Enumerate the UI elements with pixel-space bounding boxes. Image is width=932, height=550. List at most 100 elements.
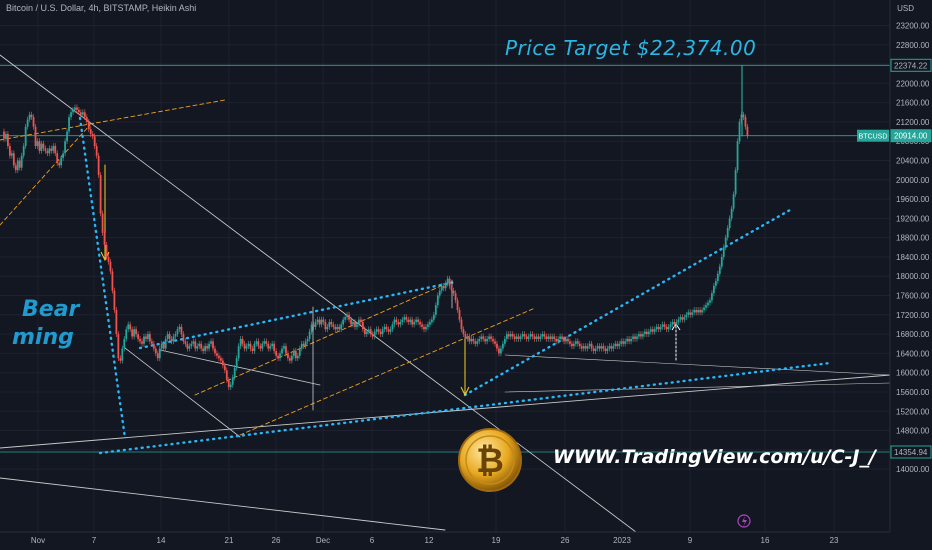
candle-body bbox=[371, 334, 374, 337]
candle-body bbox=[348, 314, 350, 320]
candle-body bbox=[62, 153, 65, 159]
candle-body bbox=[626, 338, 629, 342]
candle-body bbox=[393, 319, 396, 325]
candle-body bbox=[275, 350, 278, 356]
candle-body bbox=[714, 281, 717, 286]
candle-body bbox=[600, 346, 603, 349]
candle-body bbox=[561, 336, 563, 339]
price-tick-label: 17600.00 bbox=[896, 292, 930, 301]
candle-body bbox=[716, 273, 719, 282]
candle-body bbox=[651, 329, 654, 332]
candle-body bbox=[135, 329, 137, 335]
candle-body bbox=[273, 343, 276, 351]
candle-body bbox=[387, 329, 390, 332]
candle-body bbox=[312, 324, 315, 327]
candle-body bbox=[430, 319, 433, 323]
candle-body bbox=[675, 322, 678, 325]
candle-body bbox=[194, 341, 197, 349]
candle-body bbox=[602, 346, 605, 349]
time-axis[interactable]: Nov 7 14 21 26 Dec 6 12 19 26 2023 9 16 23 bbox=[0, 531, 890, 550]
orange-channel-bottom bbox=[0, 124, 91, 226]
candle-body bbox=[354, 322, 356, 327]
candle-body bbox=[691, 312, 694, 315]
candle-body bbox=[537, 336, 540, 339]
price-label-box bbox=[890, 445, 932, 459]
candle-body bbox=[373, 331, 376, 337]
candle-body bbox=[701, 309, 703, 313]
candle-body bbox=[97, 155, 100, 175]
candle-body bbox=[363, 329, 366, 335]
candle-body bbox=[569, 341, 571, 344]
candle-body bbox=[462, 329, 465, 335]
candle-body bbox=[685, 314, 688, 318]
candle-body bbox=[223, 365, 226, 371]
candle-body bbox=[683, 317, 686, 320]
candle-body bbox=[722, 247, 725, 257]
candle-body bbox=[592, 348, 595, 351]
candle-body bbox=[229, 384, 232, 388]
candle-body bbox=[535, 336, 538, 339]
candle-body bbox=[533, 336, 536, 339]
candle-body bbox=[14, 165, 17, 171]
candle-body bbox=[742, 114, 745, 118]
candle-body bbox=[545, 336, 548, 339]
candle-body bbox=[488, 336, 490, 339]
candle-body bbox=[649, 329, 652, 332]
candle-body bbox=[152, 343, 155, 349]
candle-body bbox=[612, 346, 615, 349]
time-tick-label: 9 bbox=[688, 536, 693, 545]
candle-body bbox=[180, 326, 183, 335]
coin-face bbox=[458, 428, 522, 492]
falling-wedge-line bbox=[124, 347, 241, 438]
candle-body bbox=[190, 343, 193, 347]
candle-body bbox=[361, 322, 364, 330]
candle-body bbox=[438, 290, 441, 296]
event-marker-icon[interactable] bbox=[737, 514, 751, 528]
yellow-arrowhead-2 bbox=[460, 386, 470, 397]
price-axis[interactable]: 14000.0014400.0014800.0015200.0015600.00… bbox=[889, 0, 932, 550]
candle-body bbox=[464, 334, 467, 339]
candle-body bbox=[336, 326, 339, 330]
candle-body bbox=[584, 346, 587, 349]
candle-body bbox=[594, 348, 597, 351]
candle-body bbox=[399, 322, 402, 325]
time-tick-label: 12 bbox=[425, 536, 434, 545]
price-target-annotation: Price Target $22,374.00 bbox=[505, 36, 757, 60]
candle-body bbox=[40, 143, 43, 151]
candle-body bbox=[70, 112, 72, 118]
candle-body bbox=[182, 334, 185, 342]
candle-body bbox=[292, 350, 295, 356]
blue-channel-top bbox=[138, 280, 457, 350]
candle-body bbox=[350, 319, 352, 325]
candle-body bbox=[574, 341, 577, 344]
candle-body bbox=[219, 358, 222, 361]
candle-body bbox=[389, 329, 392, 332]
candle-body bbox=[379, 331, 382, 335]
candle-body bbox=[377, 329, 380, 332]
candle-body bbox=[89, 129, 92, 134]
candle-body bbox=[164, 338, 167, 349]
candle-body bbox=[413, 322, 416, 325]
candle-body bbox=[525, 336, 528, 339]
candle-body bbox=[480, 336, 483, 339]
candle-body bbox=[501, 343, 504, 349]
candle-body bbox=[397, 322, 400, 325]
lower-trend-line bbox=[0, 477, 446, 531]
candle-body bbox=[553, 336, 556, 339]
orange-flag-bottom bbox=[239, 307, 536, 436]
candle-body bbox=[176, 329, 179, 335]
lightning-icon bbox=[742, 516, 747, 527]
candle-body bbox=[618, 343, 621, 347]
candle-body bbox=[50, 148, 53, 151]
candle-body bbox=[326, 326, 329, 330]
blue-breakout-line bbox=[463, 208, 792, 397]
candle-body bbox=[517, 336, 520, 339]
candle-body bbox=[582, 346, 585, 349]
candle-body bbox=[571, 343, 573, 347]
candle-body bbox=[606, 348, 609, 351]
candle-body bbox=[79, 112, 82, 115]
candle-body bbox=[687, 312, 690, 315]
trendlines bbox=[0, 54, 891, 536]
candle-body bbox=[434, 305, 437, 315]
